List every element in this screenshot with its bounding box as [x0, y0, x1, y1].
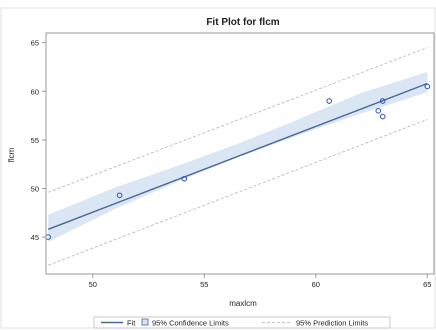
- legend-box: [93, 316, 391, 329]
- legend-confidence-swatch: [141, 318, 149, 326]
- data-point-2: [116, 192, 123, 199]
- data-point-3: [181, 175, 188, 182]
- prediction-limit-upper: [48, 47, 428, 193]
- x-axis-label: maxlcm: [229, 299, 257, 308]
- legend-fit-label: Fit: [127, 319, 136, 328]
- fit-lines-layer: [47, 47, 428, 266]
- y-tick-label-60: 60: [31, 87, 39, 96]
- data-point-6: [379, 98, 386, 104]
- x-tick-label-60: 60: [312, 280, 320, 289]
- y-tick-label-50: 50: [31, 184, 39, 193]
- y-tick-label-45: 45: [31, 233, 39, 242]
- data-point-7: [379, 113, 386, 120]
- data-point-5: [375, 107, 382, 114]
- axes-layer: 50 55 60 65 45 50 55 60 65: [31, 39, 432, 289]
- data-point-4: [326, 98, 332, 104]
- plot-frame: [45, 32, 435, 275]
- data-point-8: [424, 83, 431, 90]
- legend-prediction-label: 95% Prediction Limits: [296, 319, 368, 328]
- legend-confidence-label: 95% Confidence Limits: [152, 319, 229, 328]
- x-tick-label-65: 65: [423, 280, 431, 289]
- y-tick-label-65: 65: [31, 39, 39, 48]
- y-axis-label: flcm: [7, 147, 16, 162]
- fit-line: [47, 82, 428, 230]
- x-tick-label-50: 50: [89, 280, 97, 289]
- chart-title: Fit Plot for flcm: [206, 17, 279, 28]
- y-tick-label-55: 55: [31, 136, 39, 145]
- x-tick-label-55: 55: [200, 280, 208, 289]
- page-outer-border: [0, 7, 436, 329]
- legend: Fit 95% Confidence Limits 95% Prediction…: [93, 316, 391, 329]
- prediction-limit-lower: [48, 119, 428, 266]
